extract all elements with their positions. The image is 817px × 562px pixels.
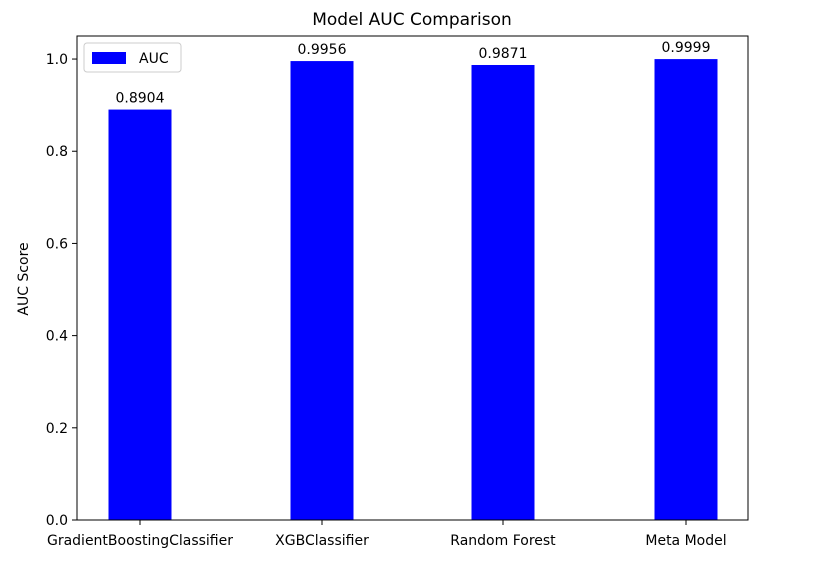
x-tick-label-0: GradientBoostingClassifier <box>47 533 233 549</box>
plot-frame <box>76 35 749 521</box>
legend: AUC <box>83 42 182 73</box>
y-tick-label-3: 0.6 <box>46 236 68 252</box>
legend-box <box>83 42 182 73</box>
x-tick-label-2: Random Forest <box>450 533 556 549</box>
bar-value-label-3: 0.9999 <box>662 40 711 56</box>
legend-label: AUC <box>139 51 169 67</box>
y-tick-label-1: 0.2 <box>46 421 68 437</box>
y-tick-label-5: 1.0 <box>46 52 68 68</box>
y-tick-label-4: 0.8 <box>46 144 68 160</box>
bar-value-labels: 0.8904 0.9956 0.9871 0.9999 <box>116 40 711 106</box>
bar-1 <box>290 61 354 521</box>
bar-value-label-1: 0.9956 <box>298 42 347 58</box>
chart-title: Model AUC Comparison <box>312 10 512 30</box>
bar-value-label-0: 0.8904 <box>116 91 165 107</box>
y-axis-ticks: 0.0 0.2 0.4 0.6 0.8 1.0 <box>46 52 77 529</box>
y-axis-label: AUC Score <box>16 242 32 315</box>
y-tick-label-2: 0.4 <box>46 329 68 345</box>
bar-3 <box>654 59 718 520</box>
legend-swatch <box>92 52 126 64</box>
bar-value-label-2: 0.9871 <box>479 46 528 62</box>
bar-0 <box>108 109 172 521</box>
y-tick-label-0: 0.0 <box>46 513 68 529</box>
x-tick-label-3: Meta Model <box>645 533 726 549</box>
bars-group <box>108 59 718 521</box>
bar-2 <box>471 64 535 521</box>
x-axis-ticks: GradientBoostingClassifier XGBClassifier R… <box>47 520 727 549</box>
x-tick-label-1: XGBClassifier <box>275 533 369 549</box>
